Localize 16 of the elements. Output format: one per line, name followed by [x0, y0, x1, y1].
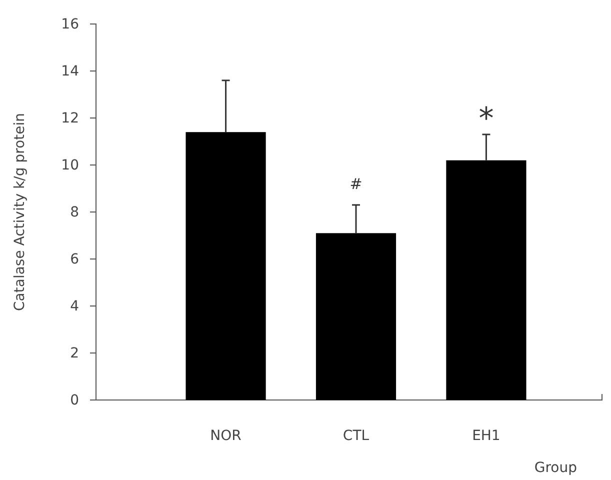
y-tick-label: 14	[61, 63, 80, 80]
annotation: *	[478, 101, 494, 136]
y-tick-label: 0	[70, 392, 79, 408]
y-tick-label: 16	[61, 16, 80, 32]
x-tick-label: EH1	[472, 428, 500, 444]
annotation: #	[350, 174, 362, 193]
y-tick-label: 12	[61, 110, 79, 126]
y-tick-label: 2	[70, 345, 79, 362]
x-tick-label: CTL	[342, 428, 370, 444]
y-tick-label: 10	[61, 157, 79, 174]
y-axis-title: Catalase Activity k/g protein	[12, 113, 28, 311]
x-axis-title: Group	[534, 460, 578, 476]
y-tick-label: 4	[70, 298, 80, 314]
y-tick-label: 8	[70, 204, 79, 220]
x-tick-label: NOR	[210, 428, 242, 444]
y-tick-label: 6	[70, 251, 80, 268]
